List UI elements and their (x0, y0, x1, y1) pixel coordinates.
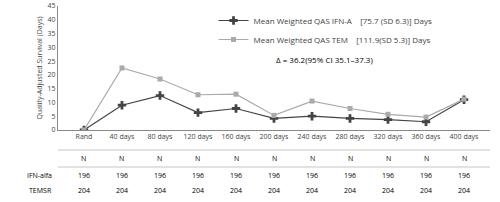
svg-text:TEMSR: TEMSR (29, 186, 52, 195)
svg-text:196: 196 (458, 171, 470, 180)
svg-text:45: 45 (48, 1, 56, 10)
svg-text:N: N (272, 154, 277, 163)
svg-text:196: 196 (154, 171, 166, 180)
svg-text:204: 204 (268, 186, 280, 195)
svg-text:N: N (386, 154, 391, 163)
svg-text:204: 204 (382, 186, 394, 195)
svg-text:N: N (157, 154, 162, 163)
svg-text:204: 204 (420, 186, 432, 195)
svg-text:N: N (310, 154, 315, 163)
svg-text:15: 15 (48, 84, 56, 93)
svg-text:160 days: 160 days (222, 132, 252, 141)
svg-text:30: 30 (48, 43, 56, 52)
svg-text:40 days: 40 days (110, 132, 136, 141)
svg-text:320 days: 320 days (374, 132, 404, 141)
svg-text:196: 196 (268, 171, 280, 180)
svg-text:196: 196 (382, 171, 394, 180)
svg-text:196: 196 (192, 171, 204, 180)
svg-text:40: 40 (48, 15, 56, 24)
svg-text:204: 204 (306, 186, 318, 195)
svg-text:400 days: 400 days (450, 132, 480, 141)
svg-text:196: 196 (344, 171, 356, 180)
svg-text:0: 0 (52, 125, 56, 134)
svg-text:N: N (234, 154, 239, 163)
svg-text:5: 5 (52, 112, 56, 121)
svg-text:Δ = 36.2(95% CI 35.1–37.3): Δ = 36.2(95% CI 35.1–37.3) (276, 54, 373, 65)
svg-text:196: 196 (306, 171, 318, 180)
svg-text:360 days: 360 days (412, 132, 442, 141)
svg-text:N: N (462, 154, 467, 163)
svg-text:Quality-Adjusted Survival (Day: Quality-Adjusted Survival (Days) (35, 16, 44, 119)
svg-text:N: N (195, 154, 200, 163)
svg-text:N: N (81, 154, 86, 163)
svg-text:120 days: 120 days (184, 132, 214, 141)
svg-text:20: 20 (48, 70, 56, 79)
svg-text:Rand: Rand (76, 132, 93, 141)
svg-text:N: N (348, 154, 353, 163)
svg-text:80 days: 80 days (148, 132, 174, 141)
svg-text:10: 10 (48, 98, 56, 107)
svg-text:204: 204 (154, 186, 166, 195)
svg-text:200 days: 200 days (260, 132, 290, 141)
svg-text:204: 204 (458, 186, 470, 195)
svg-text:196: 196 (420, 171, 432, 180)
svg-text:196: 196 (78, 171, 90, 180)
svg-text:196: 196 (116, 171, 128, 180)
svg-text:204: 204 (116, 186, 128, 195)
svg-text:N: N (424, 154, 429, 163)
svg-text:204: 204 (230, 186, 242, 195)
svg-text:240 days: 240 days (298, 132, 328, 141)
svg-text:204: 204 (344, 186, 356, 195)
svg-text:Mean Weighted QAS IFN-A [75: Mean Weighted QAS IFN-A [75.7 (SD 6.3)] … (254, 15, 432, 26)
svg-text:N: N (119, 154, 124, 163)
svg-text:IFN-alfa: IFN-alfa (27, 171, 52, 180)
svg-text:204: 204 (192, 186, 204, 195)
svg-text:280 days: 280 days (336, 132, 366, 141)
svg-text:35: 35 (48, 29, 56, 38)
svg-text:204: 204 (78, 186, 90, 195)
svg-text:25: 25 (48, 57, 56, 66)
svg-text:Mean Weighted QAS TEM [111.: Mean Weighted QAS TEM [111.9(SD 5.3)] Da… (254, 34, 431, 45)
svg-text:196: 196 (230, 171, 242, 180)
